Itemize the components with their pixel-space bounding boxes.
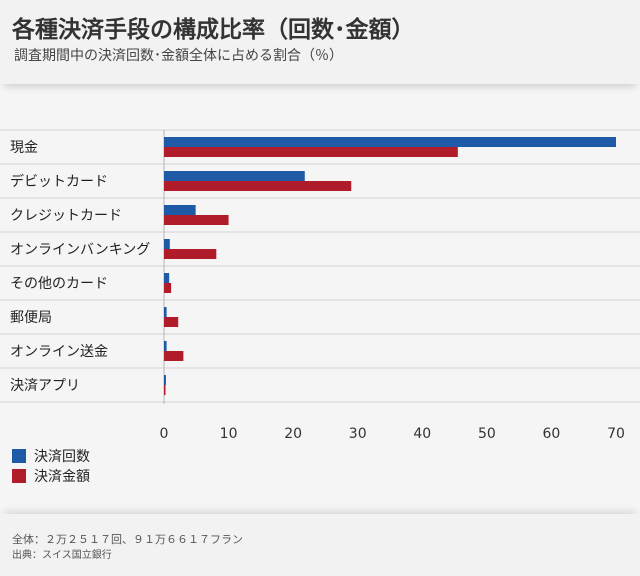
header: 各種決済手段の構成比率（回数･金額） 調査期間中の決済回数･金額全体に占める割合… <box>0 0 640 84</box>
x-tick-label: 70 <box>607 426 625 442</box>
category-label: クレジットカード <box>10 208 122 224</box>
legend-label-amount: 決済金額 <box>34 469 90 485</box>
source-note: 出典：スイス国立銀行 <box>12 550 112 561</box>
chart-title: 各種決済手段の構成比率（回数･金額） <box>12 17 415 43</box>
legend-swatch-amount <box>12 469 26 483</box>
category-label: その他のカード <box>10 276 108 292</box>
bar-count <box>164 307 167 317</box>
category-label: 郵便局 <box>10 310 52 326</box>
x-tick-label: 60 <box>543 426 561 442</box>
bar-amount <box>164 283 172 293</box>
bar-amount <box>164 181 352 191</box>
bar-count <box>164 375 166 385</box>
legend-item-count: 決済回数 <box>12 446 90 466</box>
bar-count <box>164 137 616 147</box>
bar-amount <box>164 317 179 327</box>
x-tick-label: 50 <box>478 426 496 442</box>
bar-count <box>164 171 305 181</box>
bar-count <box>164 273 170 283</box>
bar-amount <box>164 385 166 395</box>
bar-amount <box>164 215 229 225</box>
legend-item-amount: 決済金額 <box>12 466 90 486</box>
category-label: 現金 <box>10 140 38 156</box>
bar-count <box>164 205 196 215</box>
bar-chart: 現金デビットカードクレジットカードオンラインバンキングその他のカード郵便局オンラ… <box>0 129 640 442</box>
x-tick-label: 40 <box>413 426 431 442</box>
legend: 決済回数 決済金額 <box>12 446 90 486</box>
category-label: オンライン送金 <box>10 344 108 360</box>
footer: 全体：２万２５１７回、９１万６６１７フラン 出典：スイス国立銀行 <box>0 514 640 576</box>
bar-count <box>164 239 170 249</box>
chart-panel: 現金デビットカード クレジットカードオンラインバンキング その他のカード 郵便局オンラ… <box>0 84 640 514</box>
legend-swatch-count <box>12 449 26 463</box>
x-tick-label: 20 <box>284 426 302 442</box>
x-tick-label: 10 <box>220 426 238 442</box>
x-tick-label: 0 <box>160 426 169 442</box>
bar-amount <box>164 147 458 157</box>
category-label: オンラインバンキング <box>10 242 150 258</box>
total-note: 全体：２万２５１７回、９１万６６１７フラン <box>12 533 243 546</box>
bar-amount <box>164 351 184 361</box>
category-label: 決済アプリ <box>10 378 80 394</box>
category-label: デビットカード <box>10 173 108 190</box>
x-tick-label: 30 <box>349 426 367 442</box>
bar-count <box>164 341 167 351</box>
chart-subtitle: 調査期間中の決済回数･金額全体に占める割合（％） <box>14 48 343 64</box>
legend-label-count: 決済回数 <box>34 449 90 465</box>
bar-amount <box>164 249 217 259</box>
